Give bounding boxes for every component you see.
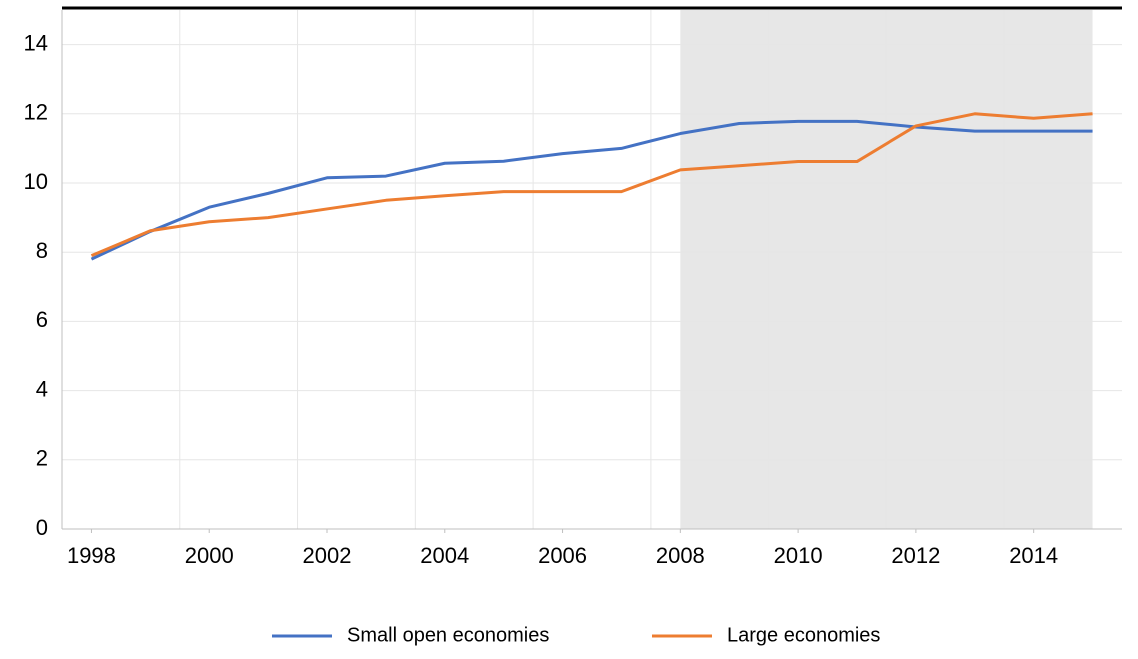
x-tick-label: 2004 — [420, 543, 469, 568]
data-line — [90, 112, 1093, 258]
y-tick-label: 0 — [36, 515, 48, 540]
legend-label: Small open economies — [347, 624, 549, 646]
x-tick-label: 2014 — [1009, 543, 1058, 568]
x-tick-label: 2000 — [185, 543, 234, 568]
x-tick-label: 2012 — [891, 543, 940, 568]
legend-label: Large economies — [727, 624, 880, 646]
x-tick-label: 2002 — [303, 543, 352, 568]
y-tick-label: 14 — [24, 30, 48, 55]
y-tick-label: 6 — [36, 307, 48, 332]
y-tick-label: 10 — [24, 169, 48, 194]
y-tick-label: 4 — [36, 376, 48, 401]
x-tick-label: 2008 — [656, 543, 705, 568]
y-tick-label: 8 — [36, 238, 48, 263]
y-tick-label: 12 — [24, 100, 48, 125]
data-line — [90, 119, 1093, 261]
x-tick-label: 2010 — [774, 543, 823, 568]
y-tick-label: 2 — [36, 446, 48, 471]
x-tick-label: 1998 — [67, 543, 116, 568]
x-tick-label: 2006 — [538, 543, 587, 568]
